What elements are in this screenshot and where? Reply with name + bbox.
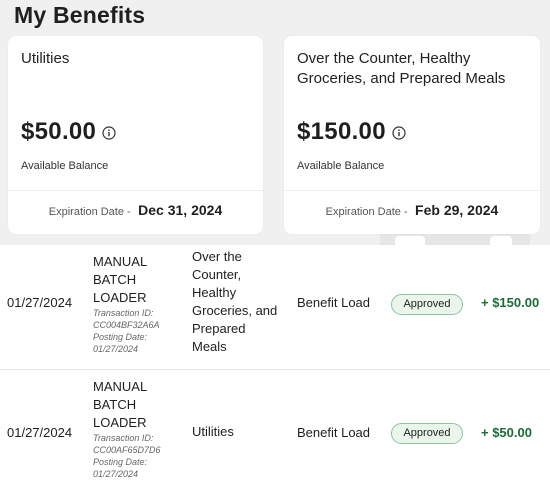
expiration-label: Expiration Date - [48, 206, 131, 218]
posting-date: Posting Date: 01/27/2024 [93, 332, 148, 354]
divider [8, 190, 263, 191]
transaction-id: Transaction ID: CC00AF65D7D6 [93, 433, 161, 455]
status-badge: Approved [391, 294, 463, 315]
expiration-date: Feb 29, 2024 [415, 202, 499, 218]
balance-amount: $50.00 [21, 118, 97, 145]
transaction-category: Over the Counter, Healthy Groceries, and… [192, 249, 278, 354]
available-balance-label: Available Balance [21, 160, 109, 172]
balance-amount: $150.00 [297, 118, 386, 145]
benefits-summary-section: My Benefits Utilities $50.00 Available B… [0, 0, 550, 245]
source-name: MANUAL BATCH LOADER [93, 254, 147, 305]
expiration-date: Dec 31, 2024 [138, 202, 223, 218]
transaction-row[interactable]: 01/27/2024 MANUAL BATCH LOADER Transacti… [0, 370, 550, 490]
page-title: My Benefits [14, 2, 146, 28]
background-decoration [395, 236, 425, 245]
transaction-category: Utilities [192, 424, 234, 439]
background-decoration [490, 236, 512, 245]
info-icon[interactable] [102, 126, 116, 140]
source-name: MANUAL BATCH LOADER [93, 379, 147, 430]
transaction-type: Benefit Load [297, 295, 371, 310]
benefit-card-title: Utilities [21, 50, 70, 67]
divider [0, 369, 550, 370]
transaction-date: 01/27/2024 [7, 425, 73, 440]
transaction-type: Benefit Load [297, 425, 371, 440]
balance-amount-row: $150.00 [297, 118, 406, 146]
transaction-source: MANUAL BATCH LOADER Transaction ID: CC00… [93, 253, 183, 355]
expiration-row: Expiration Date - Feb 29, 2024 [284, 202, 540, 220]
status-badge: Approved [391, 423, 463, 444]
transaction-id: Transaction ID: CC004BF32A6A [93, 308, 160, 330]
transaction-amount: + $150.00 [481, 295, 540, 310]
transaction-amount: + $50.00 [481, 425, 532, 440]
available-balance-label: Available Balance [297, 160, 385, 172]
benefit-card-otc-groceries-meals[interactable]: Over the Counter, Healthy Groceries, and… [284, 36, 540, 234]
divider [284, 190, 540, 191]
posting-date: Posting Date: 01/27/2024 [93, 457, 148, 479]
transaction-date: 01/27/2024 [7, 295, 73, 310]
transaction-row[interactable]: 01/27/2024 MANUAL BATCH LOADER Transacti… [0, 245, 550, 369]
balance-amount-row: $50.00 [21, 118, 116, 146]
expiration-row: Expiration Date - Dec 31, 2024 [8, 202, 263, 220]
info-icon[interactable] [392, 126, 406, 140]
benefit-card-title: Over the Counter, Healthy Groceries, and… [297, 50, 506, 87]
transaction-source: MANUAL BATCH LOADER Transaction ID: CC00… [93, 378, 183, 480]
benefit-card-utilities[interactable]: Utilities $50.00 Available Balance Expir… [8, 36, 263, 234]
expiration-label: Expiration Date - [325, 206, 408, 218]
